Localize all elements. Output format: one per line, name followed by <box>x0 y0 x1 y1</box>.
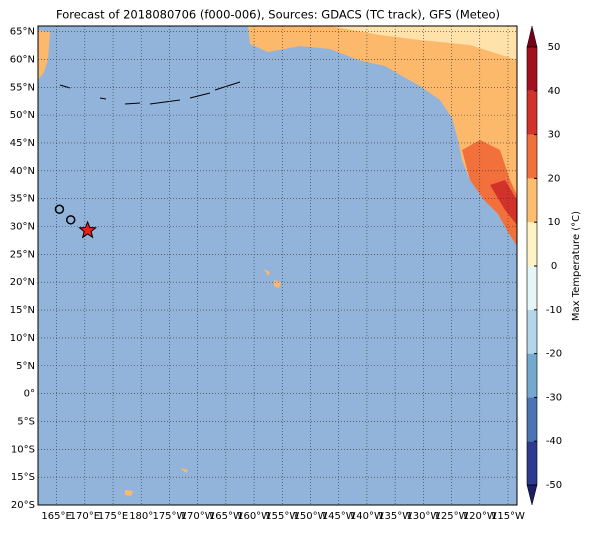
title: Forecast of 2018080706 (f000-006), Sourc… <box>56 8 500 22</box>
asia <box>38 30 50 80</box>
colorbar-tick-label: 30 <box>548 130 561 141</box>
lon-label: 165°E <box>41 511 71 522</box>
lat-label: 55°N <box>10 82 35 93</box>
island <box>180 468 188 473</box>
lat-label: 0° <box>24 389 35 400</box>
lon-label: 170°E <box>70 511 100 522</box>
lat-label: 65°N <box>10 27 35 38</box>
colorbar-tick-label: 40 <box>548 86 561 97</box>
lat-label: 35°N <box>10 194 35 205</box>
colorbar-band <box>527 353 537 398</box>
colorbar-label: Max Temperature (°C) <box>571 211 582 321</box>
colorbar-band <box>527 178 537 223</box>
lat-label: 25°N <box>10 249 35 260</box>
current-position <box>78 220 98 239</box>
colorbar-band <box>527 309 537 354</box>
lon-label: 160°W <box>237 511 271 522</box>
lat-label: 40°N <box>10 166 35 177</box>
colorbar-tick-label: -50 <box>546 480 562 491</box>
colorbar-band <box>527 441 537 485</box>
colorbar-tick-label: 10 <box>548 217 561 228</box>
island <box>125 490 133 496</box>
colorbar <box>526 25 538 506</box>
cool-region <box>330 26 517 60</box>
ocean <box>38 26 517 505</box>
colorbar-tick-label: -10 <box>546 305 562 316</box>
lon-label: 175°W <box>152 511 186 522</box>
warm-region <box>462 140 517 246</box>
lon-label: 130°W <box>406 511 440 522</box>
lat-label: 45°N <box>10 138 35 149</box>
colorbar-band <box>527 47 537 91</box>
colorbar-tick-label: -40 <box>546 436 562 447</box>
track-point <box>54 204 65 214</box>
colorbar-tick-label: -20 <box>546 349 562 360</box>
map-frame <box>37 25 518 506</box>
island <box>264 269 270 276</box>
colorbar-band <box>527 90 537 135</box>
colorbar-tick-label: -30 <box>546 392 562 403</box>
map <box>38 26 517 506</box>
lat-label: 5°N <box>16 361 35 372</box>
lat-label: 10°N <box>10 333 35 344</box>
lat-label: 30°N <box>10 222 35 233</box>
lat-label: 20°N <box>10 277 35 288</box>
aleutians <box>59 81 241 105</box>
lat-label: 50°N <box>10 110 35 121</box>
colorbar-band <box>527 134 537 179</box>
lon-label: 135°W <box>378 511 412 522</box>
lon-label: 140°W <box>350 511 384 522</box>
lon-label: 175°E <box>98 511 128 522</box>
north-america <box>248 26 517 246</box>
track-point <box>65 215 76 225</box>
lat-label: 15°N <box>10 305 35 316</box>
lat-label: 15°S <box>11 472 35 483</box>
lon-label: 150°W <box>294 511 328 522</box>
lat-label: 60°N <box>10 54 35 65</box>
lon-label: 170°W <box>181 511 215 522</box>
colorbar-tick-label: 0 <box>551 261 557 272</box>
colorbar-extend <box>526 25 538 48</box>
lon-label: 145°W <box>322 511 356 522</box>
lon-label: 125°W <box>435 511 469 522</box>
lat-label: 5°S <box>17 416 35 427</box>
colorbar-tick-label: 50 <box>548 42 561 53</box>
coastline <box>59 81 241 105</box>
colorbar-tick-label: 20 <box>548 173 561 184</box>
lon-label: 115°W <box>491 511 525 522</box>
colorbar-band <box>527 266 537 310</box>
lat-label: 10°S <box>11 444 35 455</box>
lon-label: 120°W <box>463 511 497 522</box>
lon-label: 155°W <box>265 511 299 522</box>
lon-label: 165°W <box>209 511 243 522</box>
colorbar-extend <box>526 484 538 506</box>
lat-label: 20°S <box>11 500 35 511</box>
colorbar-band <box>527 222 537 266</box>
lon-label: 180° <box>129 511 153 522</box>
hot-region <box>490 180 517 225</box>
colorbar-band <box>527 397 537 442</box>
